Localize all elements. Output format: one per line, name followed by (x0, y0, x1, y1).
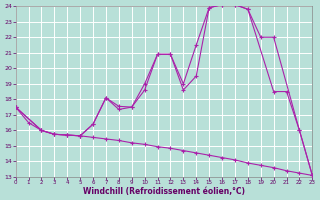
X-axis label: Windchill (Refroidissement éolien,°C): Windchill (Refroidissement éolien,°C) (83, 187, 245, 196)
